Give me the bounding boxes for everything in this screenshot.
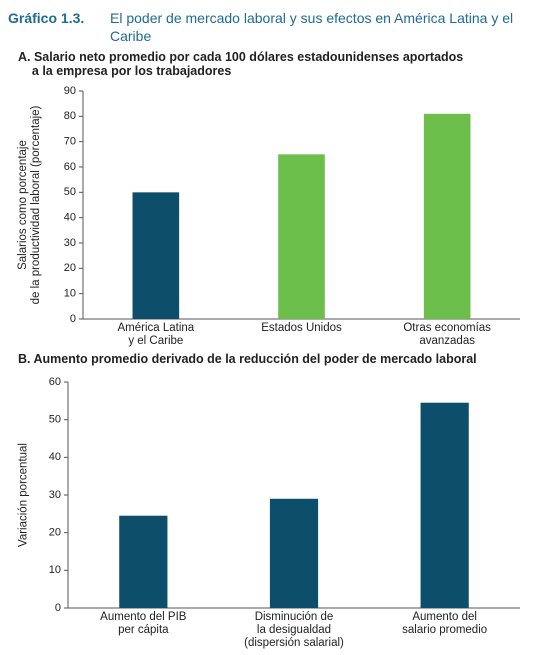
figure-label: Gráfico 1.3. (8, 10, 85, 26)
x-tick-label: América Latina y el Caribe (117, 322, 195, 348)
y-axis-label: Variación porcentual (17, 443, 30, 547)
y-tick-label: 30 (64, 237, 76, 249)
y-tick-label: 50 (49, 414, 61, 426)
figure-title: El poder de mercado laboral y sus efecto… (110, 10, 514, 44)
y-tick-label: 60 (49, 376, 61, 388)
bar (420, 402, 469, 608)
y-axis-label: Salarios como porcentaje de la productiv… (16, 105, 42, 305)
y-tick-label: 30 (49, 489, 61, 501)
y-tick-label: 20 (49, 527, 61, 539)
bar (278, 154, 325, 319)
bar (119, 515, 168, 608)
y-tick-label: 40 (64, 212, 76, 224)
y-tick-label: 70 (64, 136, 76, 148)
bar (132, 192, 180, 319)
y-tick-label: 0 (70, 313, 76, 325)
chart-title: A. Salario neto promedio por cada 100 dó… (18, 50, 464, 79)
y-tick-label: 20 (64, 262, 76, 274)
y-tick-label: 10 (64, 288, 76, 300)
bar (423, 113, 471, 319)
x-tick-label: Otras economías avanzadas (403, 322, 491, 348)
x-tick-label: Disminución de la desigualdad (dispersió… (244, 611, 344, 650)
x-tick-label: Aumento del PIB per cápita (100, 611, 187, 637)
y-tick-label: 80 (64, 110, 76, 122)
y-tick-label: 60 (64, 161, 76, 173)
y-tick-label: 90 (64, 85, 76, 97)
y-tick-label: 0 (55, 602, 61, 614)
chart-title: B. Aumento promedio derivado de la reduc… (18, 352, 477, 366)
y-tick-label: 40 (49, 451, 61, 463)
y-tick-label: 50 (64, 186, 76, 198)
bar (269, 498, 319, 608)
y-tick-label: 10 (49, 564, 61, 576)
x-tick-label: Estados Unidos (261, 322, 342, 334)
x-tick-label: Aumento del salario promedio (402, 611, 488, 637)
